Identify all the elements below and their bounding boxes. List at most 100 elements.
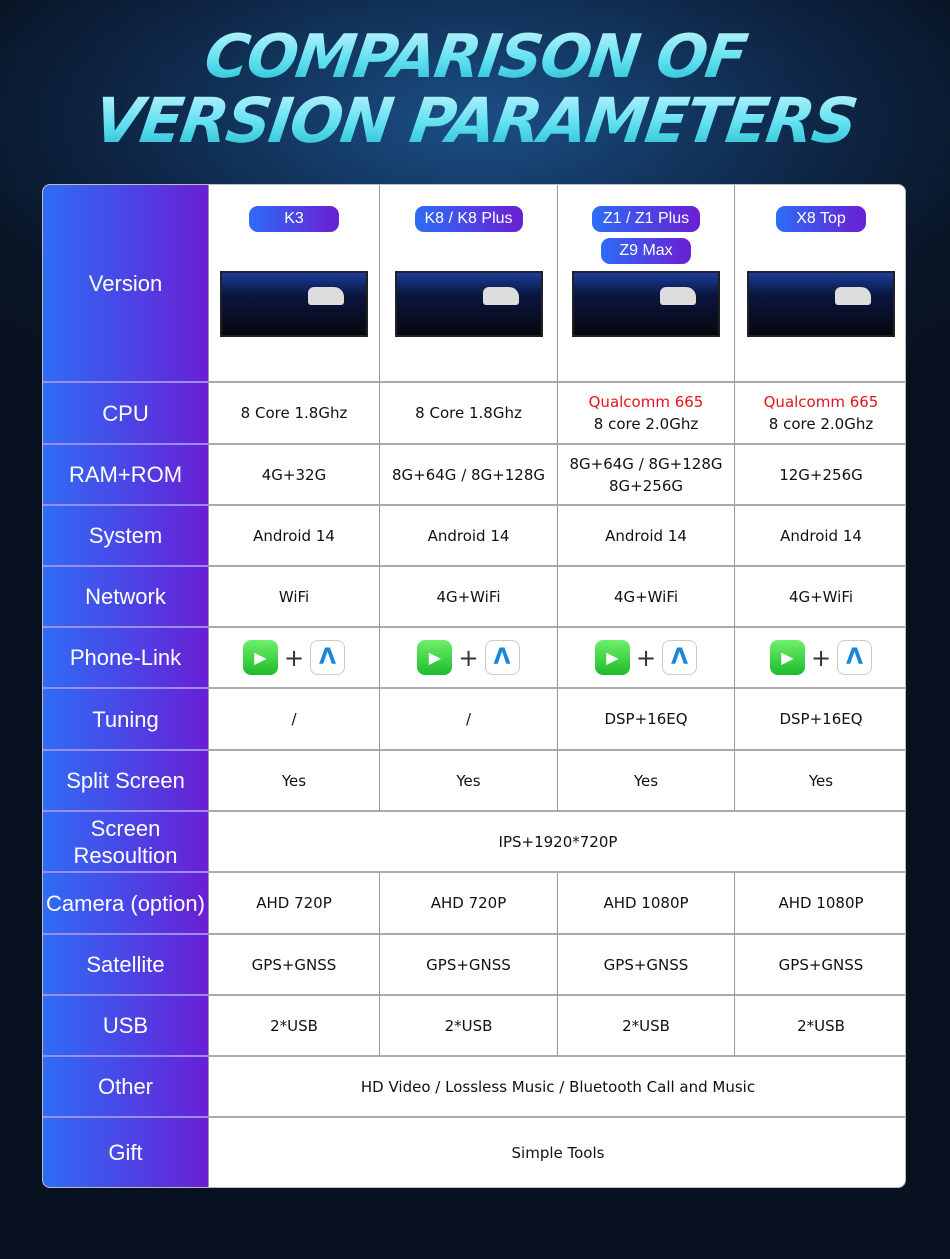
- carplay-icon: ▶: [242, 640, 278, 675]
- table-row: System Android 14 Android 14 Android 14 Andr…: [43, 506, 905, 567]
- row-label: Split Screen: [43, 751, 208, 812]
- value-text: 2*USB: [270, 1016, 318, 1035]
- version-cell: K8 / K8 Plus: [379, 185, 557, 383]
- value-text: 8 Core 1.8Ghz: [240, 404, 348, 422]
- comparison-table: Version K3 K8 / K8 Plus Z1 / Z1 Plus Z9 Max X…: [42, 184, 906, 1188]
- value-cell: /: [379, 689, 557, 751]
- version-badge: Z1 / Z1 Plus: [592, 206, 700, 232]
- value-cell: WiFi: [208, 567, 379, 628]
- value-text: Yes: [633, 771, 659, 790]
- version-badge: X8 Top: [776, 206, 866, 232]
- carplay-icon: ▶: [417, 640, 453, 675]
- value-text: 4G+WiFi: [436, 587, 501, 606]
- value-cell: DSP+16EQ: [734, 689, 905, 751]
- value-text: GPS+GNSS: [426, 955, 511, 974]
- version-badge: K8 / K8 Plus: [414, 206, 523, 232]
- value-text: Yes: [456, 771, 481, 790]
- value-cell: Android 14: [379, 506, 557, 567]
- value-text: Android 14: [605, 526, 687, 545]
- value-text: 8G+64G / 8G+128G: [391, 465, 546, 484]
- row-label: Screen Resoultion: [43, 812, 208, 873]
- table-row: Screen Resoultion IPS+1920*720P: [43, 812, 905, 873]
- value-cell: 8 Core 1.8Ghz: [208, 383, 379, 445]
- value-text: Yes: [808, 771, 834, 790]
- row-label: Other: [43, 1057, 208, 1118]
- android-auto-icon: Λ: [310, 640, 346, 675]
- version-row: Version K3 K8 / K8 Plus Z1 / Z1 Plus Z9 Max X…: [43, 185, 905, 383]
- value-text: 8G+64G / 8G+128G: [569, 454, 723, 473]
- value-cell: AHD 720P: [208, 873, 379, 935]
- plus-sign: +: [810, 643, 832, 672]
- version-cell: K3: [208, 185, 379, 383]
- value-cell: Qualcomm 665 8 core 2.0Ghz: [734, 383, 905, 445]
- value-cell: 4G+32G: [208, 445, 379, 506]
- table-row: Tuning / / DSP+16EQ DSP+16EQ: [43, 689, 905, 751]
- value-cell: Qualcomm 665 8 core 2.0Ghz: [557, 383, 734, 445]
- value-cell: Yes: [208, 751, 379, 812]
- value-cell: 4G+WiFi: [379, 567, 557, 628]
- value-text: Android 14: [427, 526, 510, 545]
- value-cell: AHD 720P: [379, 873, 557, 935]
- value-text: 8 core 2.0Ghz: [768, 415, 874, 433]
- table-row: Gift Simple Tools: [43, 1118, 905, 1187]
- table-row: USB 2*USB 2*USB 2*USB 2*USB: [43, 996, 905, 1057]
- value-text: AHD 720P: [430, 894, 507, 912]
- value-cell: 2*USB: [379, 996, 557, 1057]
- value-text: /: [465, 710, 472, 728]
- value-text: 8G+256G: [609, 476, 683, 495]
- value-cell: 8G+64G / 8G+128G 8G+256G: [557, 445, 734, 506]
- value-text: 4G+WiFi: [613, 587, 679, 606]
- value-text: DSP+16EQ: [779, 710, 863, 728]
- table-row: Phone-Link ▶ + Λ ▶ + Λ ▶ + Λ ▶ + Λ: [43, 628, 905, 689]
- row-label: USB: [43, 996, 208, 1057]
- value-cell: /: [208, 689, 379, 751]
- value-text: 2*USB: [444, 1016, 493, 1035]
- version-badge: Z9 Max: [601, 238, 691, 264]
- value-text: AHD 720P: [256, 894, 332, 912]
- value-cell: ▶ + Λ: [208, 628, 379, 689]
- version-badge: K3: [249, 206, 339, 232]
- value-cell: 4G+WiFi: [557, 567, 734, 628]
- phone-link-icons: ▶ + Λ: [417, 640, 520, 675]
- spanning-cell: Simple Tools: [208, 1118, 905, 1187]
- value-text: 4G+WiFi: [788, 587, 854, 606]
- row-label: Camera (option): [43, 873, 208, 935]
- plus-sign: +: [283, 643, 305, 672]
- value-text: 8 Core 1.8Ghz: [415, 404, 522, 422]
- value-cell: Android 14: [557, 506, 734, 567]
- value-cell: GPS+GNSS: [379, 935, 557, 996]
- value-cell: ▶ + Λ: [379, 628, 557, 689]
- row-label: Tuning: [43, 689, 208, 751]
- row-label: Network: [43, 567, 208, 628]
- value-text: /: [291, 710, 297, 728]
- value-cell: 2*USB: [734, 996, 905, 1057]
- value-text: 12G+256G: [779, 465, 863, 484]
- value-cell: Yes: [379, 751, 557, 812]
- table-row: Satellite GPS+GNSS GPS+GNSS GPS+GNSS GPS+GNS…: [43, 935, 905, 996]
- value-cell: 12G+256G: [734, 445, 905, 506]
- table-row: Camera (option) AHD 720P AHD 720P AHD 1080P…: [43, 873, 905, 935]
- head-unit-image: [572, 271, 720, 337]
- value-text: Android 14: [253, 526, 335, 545]
- value-text: Qualcomm 665: [763, 393, 879, 411]
- value-cell: 2*USB: [208, 996, 379, 1057]
- value-cell: 8G+64G / 8G+128G: [379, 445, 557, 506]
- row-label: CPU: [43, 383, 208, 445]
- row-label: Version: [43, 185, 208, 383]
- value-text: GPS+GNSS: [251, 955, 337, 974]
- value-text: GPS+GNSS: [603, 955, 689, 974]
- android-auto-icon: Λ: [837, 640, 873, 675]
- value-cell: 4G+WiFi: [734, 567, 905, 628]
- table-row: RAM+ROM 4G+32G 8G+64G / 8G+128G 8G+64G / 8G…: [43, 445, 905, 506]
- value-text: Yes: [281, 771, 307, 790]
- value-text: 2*USB: [622, 1016, 670, 1035]
- head-unit-image: [220, 271, 368, 337]
- value-cell: Yes: [734, 751, 905, 812]
- phone-link-icons: ▶ + Λ: [242, 640, 346, 675]
- value-cell: GPS+GNSS: [208, 935, 379, 996]
- plus-sign: +: [635, 643, 657, 672]
- value-text: WiFi: [278, 587, 310, 606]
- value-text: 2*USB: [797, 1016, 845, 1035]
- value-cell: AHD 1080P: [557, 873, 734, 935]
- value-cell: ▶ + Λ: [557, 628, 734, 689]
